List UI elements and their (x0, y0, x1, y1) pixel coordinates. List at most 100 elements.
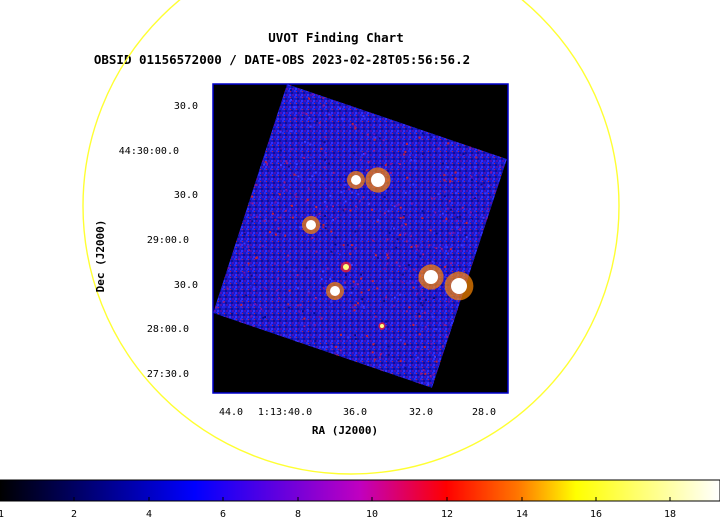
noise-pixel (320, 147, 323, 150)
noise-pixel (422, 253, 425, 256)
noise-pixel (308, 97, 311, 100)
noise-pixel (421, 304, 424, 307)
noise-pixel (315, 215, 317, 218)
noise-pixel (287, 306, 290, 309)
ra-tick-label: 1:13:40.0 (258, 407, 312, 418)
noise-pixel (484, 192, 487, 195)
ra-tick-label: 44.0 (219, 407, 243, 418)
noise-pixel (261, 244, 264, 247)
colorbar (0, 479, 720, 502)
noise-pixel (226, 287, 229, 290)
noise-pixel (322, 223, 325, 226)
noise-pixel (314, 296, 317, 299)
noise-pixel (423, 346, 426, 349)
noise-pixel (239, 320, 241, 323)
noise-pixel (441, 212, 444, 215)
noise-pixel (415, 248, 418, 251)
noise-pixel (399, 293, 402, 296)
noise-pixel (277, 227, 280, 230)
noise-pixel (404, 223, 407, 226)
noise-pixel (421, 132, 424, 135)
dec-tick-label: 27:30.0 (147, 369, 189, 380)
noise-pixel (231, 312, 233, 315)
noise-pixel (245, 294, 248, 297)
noise-pixel (387, 252, 390, 255)
noise-pixel (350, 291, 353, 294)
noise-pixel (240, 303, 243, 306)
noise-pixel (344, 200, 347, 203)
noise-pixel (465, 222, 468, 224)
noise-pixel (436, 318, 439, 321)
noise-pixel (245, 270, 248, 273)
noise-pixel (412, 286, 415, 289)
source-4 (340, 261, 352, 273)
noise-pixel (376, 287, 379, 290)
noise-pixel (455, 192, 457, 195)
noise-pixel (322, 180, 325, 183)
noise-pixel (387, 210, 390, 213)
noise-pixel (274, 219, 277, 222)
noise-pixel (309, 156, 312, 159)
noise-pixel (293, 106, 296, 109)
noise-pixel (243, 242, 246, 245)
noise-pixel (323, 214, 326, 217)
noise-pixel (408, 172, 411, 175)
noise-pixel (473, 197, 476, 199)
noise-pixel (342, 244, 345, 247)
noise-pixel (243, 271, 246, 274)
noise-pixel (249, 284, 252, 287)
noise-pixel (307, 188, 310, 191)
noise-pixel (367, 288, 370, 291)
noise-pixel (424, 298, 427, 301)
colorbar-tick-label: 18 (664, 509, 676, 520)
dec-tick-label: 28:00.0 (147, 324, 189, 335)
noise-pixel (305, 113, 308, 115)
colorbar-ticks (0, 497, 671, 501)
noise-pixel (360, 277, 363, 280)
noise-pixel (457, 235, 460, 238)
noise-pixel (434, 355, 436, 358)
noise-pixel (351, 287, 354, 290)
noise-pixel (313, 312, 316, 315)
noise-pixel (297, 287, 300, 290)
noise-pixel (314, 340, 317, 342)
noise-pixel (324, 136, 327, 139)
noise-pixel (354, 334, 356, 337)
noise-pixel (399, 339, 402, 342)
noise-pixel (452, 231, 455, 234)
noise-pixel (354, 127, 357, 130)
noise-pixel (285, 334, 288, 337)
noise-pixel (456, 174, 459, 177)
noise-pixel (260, 308, 263, 311)
noise-pixel (354, 283, 357, 286)
noise-pixel (238, 258, 240, 261)
noise-pixel (327, 162, 330, 165)
noise-pixel (318, 315, 321, 318)
noise-pixel (414, 166, 417, 169)
noise-pixel (340, 191, 343, 194)
noise-pixel (403, 153, 406, 156)
noise-pixel (482, 216, 485, 219)
noise-pixel (301, 324, 304, 326)
noise-pixel (295, 163, 298, 166)
ra-tick-label: 36.0 (343, 407, 367, 418)
noise-pixel (459, 229, 462, 232)
noise-pixel (371, 280, 374, 283)
noise-pixel (387, 256, 390, 259)
noise-pixel (315, 250, 318, 253)
noise-pixel (459, 227, 462, 230)
noise-pixel (305, 266, 308, 269)
noise-pixel (320, 317, 323, 320)
noise-pixel (486, 217, 488, 219)
noise-pixel (410, 159, 412, 162)
noise-pixel (321, 227, 324, 230)
noise-pixel (309, 178, 312, 181)
noise-pixel (411, 281, 414, 284)
noise-pixel (311, 269, 314, 272)
noise-pixel (412, 324, 415, 326)
noise-pixel (264, 316, 267, 318)
dec-tick-label: 30.0 (174, 101, 198, 112)
noise-pixel (467, 258, 470, 260)
noise-pixel (399, 360, 402, 363)
noise-pixel (440, 247, 443, 250)
